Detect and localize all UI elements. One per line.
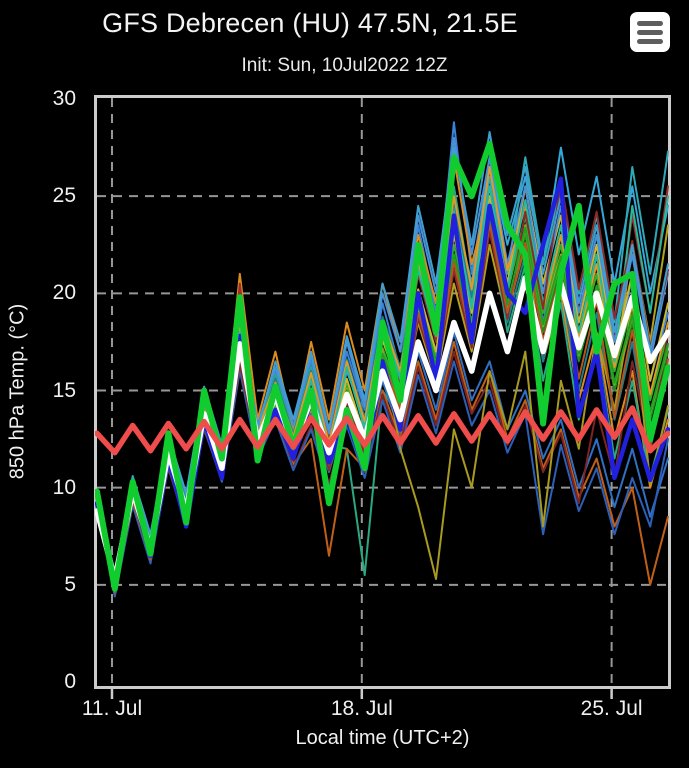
climate-mean-line bbox=[95, 405, 670, 456]
y-tick-label: 20 bbox=[52, 281, 76, 305]
plot-border bbox=[94, 95, 671, 689]
x-tick-label: 18. Jul bbox=[330, 697, 393, 720]
y-tick-label: 0 bbox=[64, 670, 76, 693]
y-tick-label: 10 bbox=[52, 475, 76, 499]
chart-subtitle: Init: Sun, 10Jul2022 12Z bbox=[241, 55, 448, 76]
y-tick-label: 5 bbox=[64, 572, 76, 596]
hamburger-icon bbox=[637, 20, 663, 26]
page-title: GFS Debrecen (HU) 47.5N, 21.5E bbox=[102, 8, 518, 38]
hamburger-icon bbox=[637, 38, 663, 44]
operational-line bbox=[95, 140, 670, 592]
y-tick-label: 25 bbox=[52, 184, 76, 208]
hamburger-icon bbox=[637, 29, 663, 35]
chart-menu-button[interactable] bbox=[630, 12, 670, 52]
y-tick-label: 15 bbox=[52, 378, 76, 402]
x-tick-label: 25. Jul bbox=[580, 697, 643, 720]
x-tick-label: 11. Jul bbox=[81, 697, 143, 720]
y-axis-title: 850 hPa Temp. (°C) bbox=[6, 303, 29, 480]
x-axis-title: Local time (UTC+2) bbox=[295, 727, 470, 749]
y-tick-label: 30 bbox=[52, 87, 76, 110]
